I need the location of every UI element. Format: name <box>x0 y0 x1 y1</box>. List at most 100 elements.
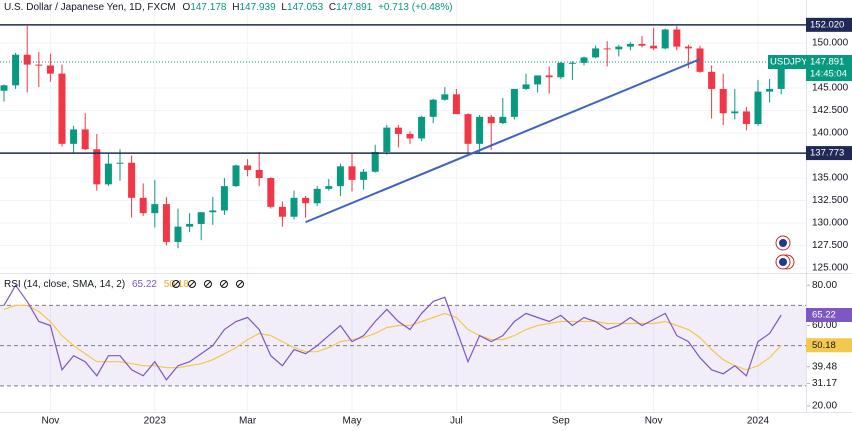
countdown-label: 14:45:04 <box>810 69 847 80</box>
candle-body <box>777 62 785 89</box>
rsi-title: RSI (14, close, SMA, 14, 2) <box>4 279 125 290</box>
y-tick-label: 150.000 <box>812 38 849 49</box>
candle-body <box>186 223 194 227</box>
candle-body <box>255 169 263 179</box>
price-badge <box>806 146 852 161</box>
x-tick-label: Mar <box>239 416 257 427</box>
symbol-badge <box>768 55 806 70</box>
low-label: L <box>281 2 287 13</box>
value-badge <box>806 307 852 322</box>
x-tick-label: Sep <box>552 416 570 427</box>
candle-body <box>360 171 368 180</box>
candle-body <box>510 88 518 117</box>
candle-body <box>754 91 762 125</box>
candle-body <box>128 162 136 198</box>
candle-body <box>325 186 333 189</box>
candle-body <box>719 88 727 114</box>
y-tick-label: 127.500 <box>812 240 849 251</box>
y-tick-label: 60.00 <box>812 320 837 331</box>
x-tick-label: 2024 <box>747 416 770 427</box>
close: 147.891 <box>336 2 373 13</box>
candle-body <box>35 64 43 66</box>
candle-body <box>580 57 588 63</box>
candle-body <box>429 99 437 117</box>
candle-body <box>23 54 31 65</box>
event-flags[interactable] <box>775 235 795 270</box>
candle-body <box>568 62 576 64</box>
candle-body <box>232 165 240 187</box>
candle-body <box>209 210 217 213</box>
candle-body <box>441 94 449 100</box>
legend-icons[interactable] <box>172 280 244 288</box>
candle-body <box>0 85 8 91</box>
last-price-label: 147.891 <box>810 57 844 68</box>
candle-body <box>603 48 611 50</box>
y-tick-label: 130.000 <box>812 218 849 229</box>
candle-body <box>267 178 275 207</box>
candle-body <box>81 129 89 150</box>
y-tick-label: 140.000 <box>812 128 849 139</box>
open-label: O <box>183 2 191 13</box>
y-tick-label: 125.000 <box>812 263 849 274</box>
candle-body <box>464 114 472 144</box>
value-badge-label: 65.22 <box>812 310 836 321</box>
candle-body <box>70 129 78 144</box>
y-tick-label: 145.000 <box>812 83 849 94</box>
candle-body <box>290 197 298 217</box>
candle-body <box>220 186 228 211</box>
candle-body <box>476 116 484 144</box>
candle-body <box>534 75 542 85</box>
y-tick-label: 135.000 <box>812 173 849 184</box>
high-label: H <box>232 2 239 13</box>
trend-line <box>305 58 701 224</box>
candle-body <box>313 188 321 204</box>
sma-line <box>3 304 782 371</box>
candle-body <box>615 46 623 50</box>
candle-body <box>244 165 252 170</box>
x-tick-label: May <box>343 416 362 427</box>
y-tick-label: 80.00 <box>812 280 837 291</box>
candle-body <box>487 116 495 124</box>
candle-body <box>499 116 507 124</box>
open: 147.178 <box>190 2 227 13</box>
candle-body <box>766 88 774 92</box>
candle-body <box>371 151 379 172</box>
y-tick-label: 20.00 <box>812 401 837 412</box>
candle-body <box>139 197 147 214</box>
candle-body <box>348 166 356 180</box>
x-tick-label: Jul <box>450 416 463 427</box>
candle-body <box>336 166 344 187</box>
candle-body <box>278 206 286 217</box>
candle-body <box>406 133 414 139</box>
candle-body <box>302 197 310 204</box>
change: +0.713 (+0.48%) <box>378 2 453 13</box>
candle-body <box>650 45 658 49</box>
candle-body <box>592 48 600 58</box>
candle-body <box>452 94 460 115</box>
close-label: C <box>329 2 336 13</box>
price-badge-label: 152.020 <box>810 19 844 30</box>
y-tick-label: 31.17 <box>812 378 837 389</box>
candle-body <box>383 127 391 152</box>
annotations: 125.000 127.500 130.000 132.500 135.000 140.0… <box>0 17 852 427</box>
price-badge <box>806 55 852 82</box>
x-tick-label: Nov <box>645 416 663 427</box>
candle-body <box>522 84 530 89</box>
candle-body <box>116 162 124 164</box>
candle-body <box>418 116 426 139</box>
rsi-line <box>3 284 782 381</box>
candle-body <box>151 204 159 214</box>
price-badge <box>806 17 852 32</box>
header: U.S. Dollar / Japanese Yen, 1D, FXCM O14… <box>4 2 453 13</box>
y-tick-label: 132.500 <box>812 195 849 206</box>
value-badge-label: 50.18 <box>812 340 836 351</box>
candle-body <box>394 127 402 134</box>
plot <box>0 25 806 387</box>
candle-body <box>708 71 716 89</box>
candle-body <box>742 111 750 125</box>
x-tick-label: 2023 <box>144 416 167 427</box>
candle-body <box>46 65 54 74</box>
candle-body <box>93 149 101 185</box>
candle-body <box>638 43 646 46</box>
